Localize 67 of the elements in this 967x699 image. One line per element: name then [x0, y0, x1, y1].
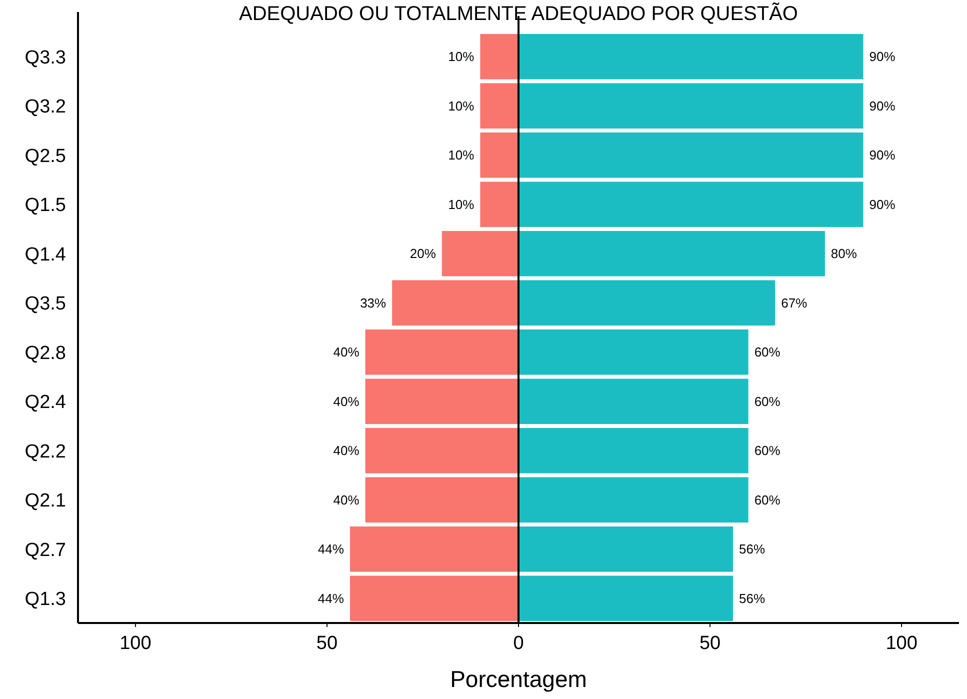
- x-tick-label: 50: [699, 633, 721, 654]
- bar: [480, 182, 518, 228]
- bar: [350, 576, 518, 622]
- y-tick-label: Q2.7: [24, 540, 66, 561]
- x-tick-label: 50: [316, 633, 338, 654]
- data-label: 90%: [869, 196, 896, 212]
- bar: [480, 132, 518, 178]
- bar: [518, 329, 748, 375]
- bar: [480, 83, 518, 129]
- bar: [350, 526, 518, 572]
- data-label: 60%: [754, 344, 781, 360]
- y-tick-label: Q3.3: [24, 47, 66, 68]
- bar: [365, 477, 518, 523]
- bar: [518, 477, 748, 523]
- bar: [392, 280, 518, 326]
- y-tick-label: Q2.5: [24, 146, 66, 167]
- data-label: 90%: [869, 49, 896, 64]
- data-label: 80%: [830, 246, 858, 262]
- x-tick-label: 0: [513, 633, 524, 654]
- data-label: 40%: [333, 443, 360, 458]
- bar: [518, 428, 748, 474]
- data-label: 40%: [333, 344, 360, 360]
- bar: [365, 378, 518, 424]
- data-label: 60%: [754, 443, 781, 458]
- data-label: 10%: [448, 148, 475, 163]
- bar: [480, 34, 518, 80]
- bar: [518, 132, 864, 178]
- data-label: 33%: [360, 295, 387, 310]
- data-label: 44%: [318, 542, 344, 557]
- y-tick-label: Q1.3: [24, 589, 66, 610]
- data-label: 60%: [754, 394, 781, 409]
- bar: [365, 329, 518, 375]
- y-tick-label: Q2.2: [24, 441, 66, 462]
- bar: [518, 182, 864, 228]
- bar: [518, 280, 776, 326]
- y-tick-label: Q2.4: [24, 392, 66, 414]
- y-tick-label: Q2.1: [24, 490, 66, 512]
- bar: [365, 428, 518, 474]
- data-label: 67%: [781, 295, 808, 310]
- y-tick-label: Q2.8: [24, 342, 66, 364]
- y-tick-label: Q1.4: [24, 244, 66, 266]
- data-label: 44%: [318, 590, 344, 606]
- data-label: 10%: [448, 196, 475, 212]
- data-label: 20%: [410, 246, 436, 262]
- x-axis-title: Porcentagem: [450, 666, 587, 692]
- bar: [518, 34, 864, 80]
- chart-title: ADEQUADO OU TOTALMENTE ADEQUADO POR QUESTÃO: [239, 2, 798, 25]
- y-tick-label: Q3.5: [24, 294, 66, 315]
- data-label: 40%: [333, 394, 360, 409]
- x-tick-label: 100: [886, 633, 918, 654]
- bar: [518, 230, 825, 276]
- y-tick-label: Q3.2: [24, 96, 66, 118]
- data-label: 40%: [333, 492, 360, 508]
- bar: [518, 576, 734, 622]
- data-label: 90%: [869, 98, 896, 114]
- data-label: 56%: [739, 590, 766, 606]
- bar: [442, 230, 518, 276]
- data-label: 60%: [754, 492, 781, 508]
- y-tick-label: Q1.5: [24, 195, 66, 216]
- data-label: 90%: [869, 148, 896, 163]
- data-label: 10%: [448, 98, 475, 114]
- bar: [518, 378, 748, 424]
- data-label: 10%: [448, 49, 475, 64]
- bar: [518, 83, 864, 129]
- data-label: 56%: [739, 542, 766, 557]
- bar: [518, 526, 734, 572]
- x-tick-label: 100: [120, 633, 152, 654]
